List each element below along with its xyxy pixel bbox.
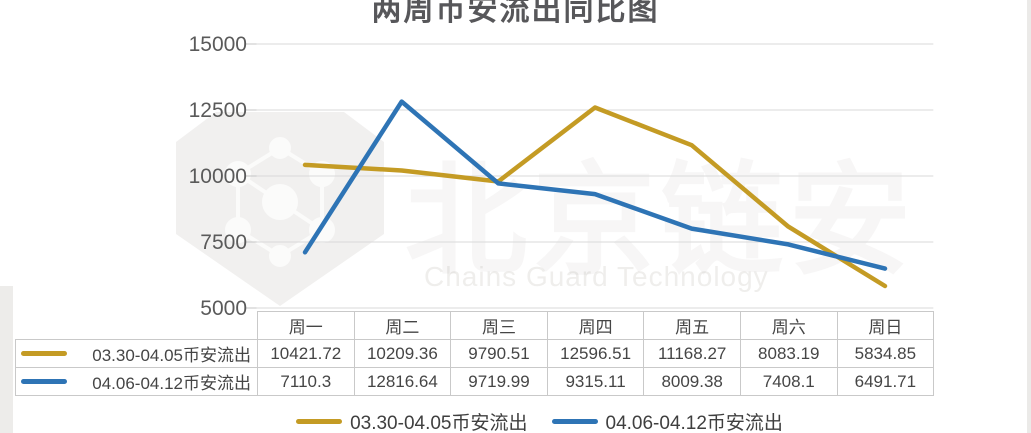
watermark-en-text: Chains Guard Technology xyxy=(424,261,769,292)
weekday-header-cell: 周四 xyxy=(546,311,645,340)
page-edge-right xyxy=(1027,0,1031,433)
value-cell: 6491.71 xyxy=(836,367,935,396)
table-row: 03.30-04.05币安流出 10421.72 10209.36 9790.51 12… xyxy=(15,339,935,368)
chart-title: 两周币安流出同比图 xyxy=(371,0,660,27)
legend-label: 03.30-04.05币安流出 xyxy=(350,412,528,433)
chart-legend: 03.30-04.05币安流出 04.06-04.12币安流出 xyxy=(0,406,1031,433)
value-cell: 5834.85 xyxy=(836,339,935,368)
y-axis-label: 5000 xyxy=(200,297,247,320)
series-color-marker xyxy=(21,351,67,356)
table-header-row: 周一 周二 周三 周四 周五 周六 周日 xyxy=(16,311,935,340)
value-cell: 7110.3 xyxy=(257,367,355,396)
table-row: 04.06-04.12币安流出 7110.3 12816.64 9719.99 9315… xyxy=(15,367,935,396)
legend-color-marker xyxy=(551,418,598,424)
series-line xyxy=(302,99,888,271)
weekday-header-cell: 周六 xyxy=(739,311,838,340)
weekday-header-cell: 周日 xyxy=(836,311,935,340)
series-name: 04.06-04.12币安流出 xyxy=(92,374,251,393)
value-cell: 10209.36 xyxy=(353,339,452,368)
value-cell: 12596.51 xyxy=(546,339,645,368)
weekday-header-cell: 周二 xyxy=(353,311,452,340)
table-corner-cell xyxy=(16,312,258,340)
legend-label: 04.06-04.12币安流出 xyxy=(605,412,783,433)
page-edge-left xyxy=(0,286,13,433)
value-cell: 8083.19 xyxy=(739,339,838,368)
y-axis-label: 15000 xyxy=(189,33,247,56)
watermark-shield-logo xyxy=(176,112,384,311)
weekday-header-cell: 周三 xyxy=(450,311,548,340)
legend-item: 03.30-04.05币安流出 xyxy=(296,408,528,433)
value-cell: 9315.11 xyxy=(546,367,645,396)
y-axis-label: 12500 xyxy=(189,99,247,122)
weekday-header-cell: 周五 xyxy=(643,311,741,340)
series-line xyxy=(302,105,888,289)
value-cell: 12816.64 xyxy=(353,367,452,396)
data-table: 周一 周二 周三 周四 周五 周六 周日 03.30-04.05币安流出 10421.72 102… xyxy=(15,311,935,396)
legend-item: 04.06-04.12币安流出 xyxy=(551,408,783,433)
weekday-header-cell: 周一 xyxy=(257,311,355,340)
series-name: 03.30-04.05币安流出 xyxy=(92,346,251,365)
y-axis-label: 7500 xyxy=(200,231,247,254)
value-cell: 7408.1 xyxy=(739,367,838,396)
value-cell: 11168.27 xyxy=(643,339,741,368)
series-label-cell: 04.06-04.12币安流出 xyxy=(15,367,258,396)
y-axis-label: 10000 xyxy=(189,165,247,188)
value-cell: 10421.72 xyxy=(257,339,355,368)
series-color-marker xyxy=(21,379,67,384)
legend-color-marker xyxy=(296,418,343,424)
value-cell: 9790.51 xyxy=(450,339,548,368)
value-cell: 8009.38 xyxy=(643,367,741,396)
value-cell: 9719.99 xyxy=(450,367,548,396)
series-label-cell: 03.30-04.05币安流出 xyxy=(15,339,258,368)
